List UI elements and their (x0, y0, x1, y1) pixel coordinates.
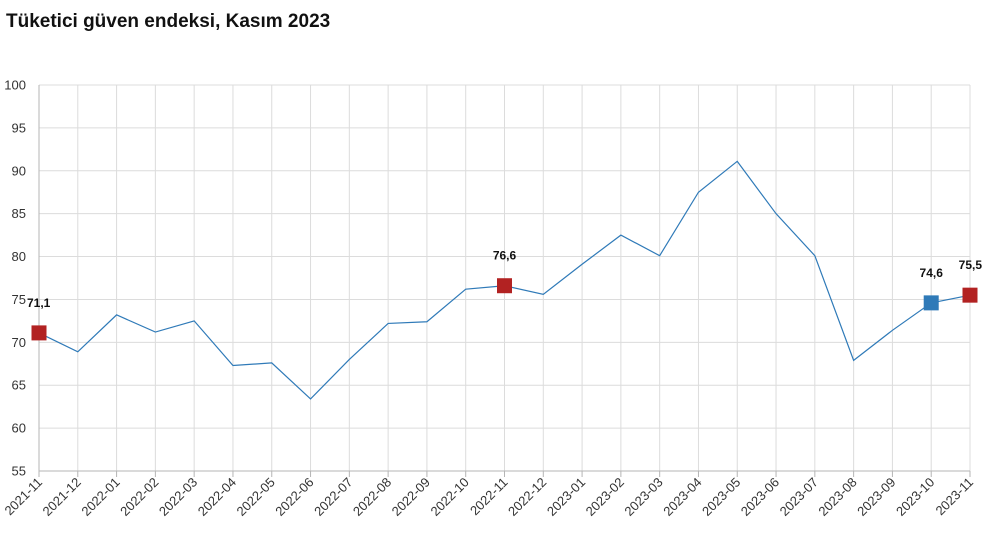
x-tick-label: 2022-01 (78, 475, 122, 519)
data-point-marker (962, 287, 978, 303)
x-tick-label: 2022-05 (234, 475, 278, 519)
chart-title: Tüketici güven endeksi, Kasım 2023 (6, 11, 331, 32)
x-tick-label: 2023-02 (583, 475, 627, 519)
x-tick-label: 2023-03 (621, 475, 665, 519)
x-tick-label: 2023-09 (854, 475, 898, 519)
x-tick-label: 2023-08 (815, 475, 859, 519)
x-tick-label: 2023-07 (777, 475, 821, 519)
x-tick-label: 2022-04 (195, 475, 239, 519)
data-point-marker (31, 325, 47, 341)
data-point-marker (497, 278, 512, 294)
x-tick-label: 2022-10 (427, 475, 471, 519)
x-tick-label: 2023-01 (544, 475, 588, 519)
grid (38, 84, 971, 472)
y-tick-label: 60 (12, 421, 26, 436)
data-label: 75,5 (959, 258, 983, 272)
y-tick-label: 65 (12, 378, 26, 393)
x-tick-label: 2022-07 (311, 475, 355, 519)
markers-layer (31, 278, 978, 341)
x-tick-label: 2023-06 (738, 475, 782, 519)
x-tick-label: 2021-12 (40, 475, 84, 519)
labels-layer: 71,1 76,6 74,6 75,5 (27, 249, 982, 310)
x-tick-label: 2023-05 (699, 475, 743, 519)
x-tick-label: 2022-03 (156, 475, 200, 519)
x-tick-label: 2023-04 (660, 475, 704, 519)
y-tick-label: 55 (12, 464, 26, 479)
y-tick-label: 85 (12, 206, 26, 221)
x-tick-label: 2023-11 (932, 475, 976, 519)
y-tick-label: 90 (12, 163, 26, 178)
y-tick-label: 95 (12, 120, 26, 135)
data-label: 76,6 (493, 249, 517, 263)
x-tick-label: 2022-09 (389, 475, 433, 519)
axes: 5560657075808590951002021-112021-122022-… (1, 78, 976, 519)
x-tick-label: 2022-12 (505, 475, 549, 519)
data-label: 71,1 (27, 296, 51, 310)
x-tick-label: 2022-11 (467, 475, 511, 519)
y-tick-label: 80 (12, 249, 26, 264)
x-tick-label: 2021-11 (1, 475, 45, 519)
x-tick-label: 2022-08 (350, 475, 394, 519)
data-label: 74,6 (920, 266, 944, 280)
y-tick-label: 70 (12, 335, 26, 350)
x-tick-label: 2022-02 (117, 475, 161, 519)
x-tick-label: 2023-10 (893, 475, 937, 519)
y-tick-label: 75 (12, 292, 26, 307)
y-tick-label: 100 (4, 78, 26, 93)
data-point-marker (923, 295, 939, 311)
x-tick-label: 2022-06 (272, 475, 316, 519)
